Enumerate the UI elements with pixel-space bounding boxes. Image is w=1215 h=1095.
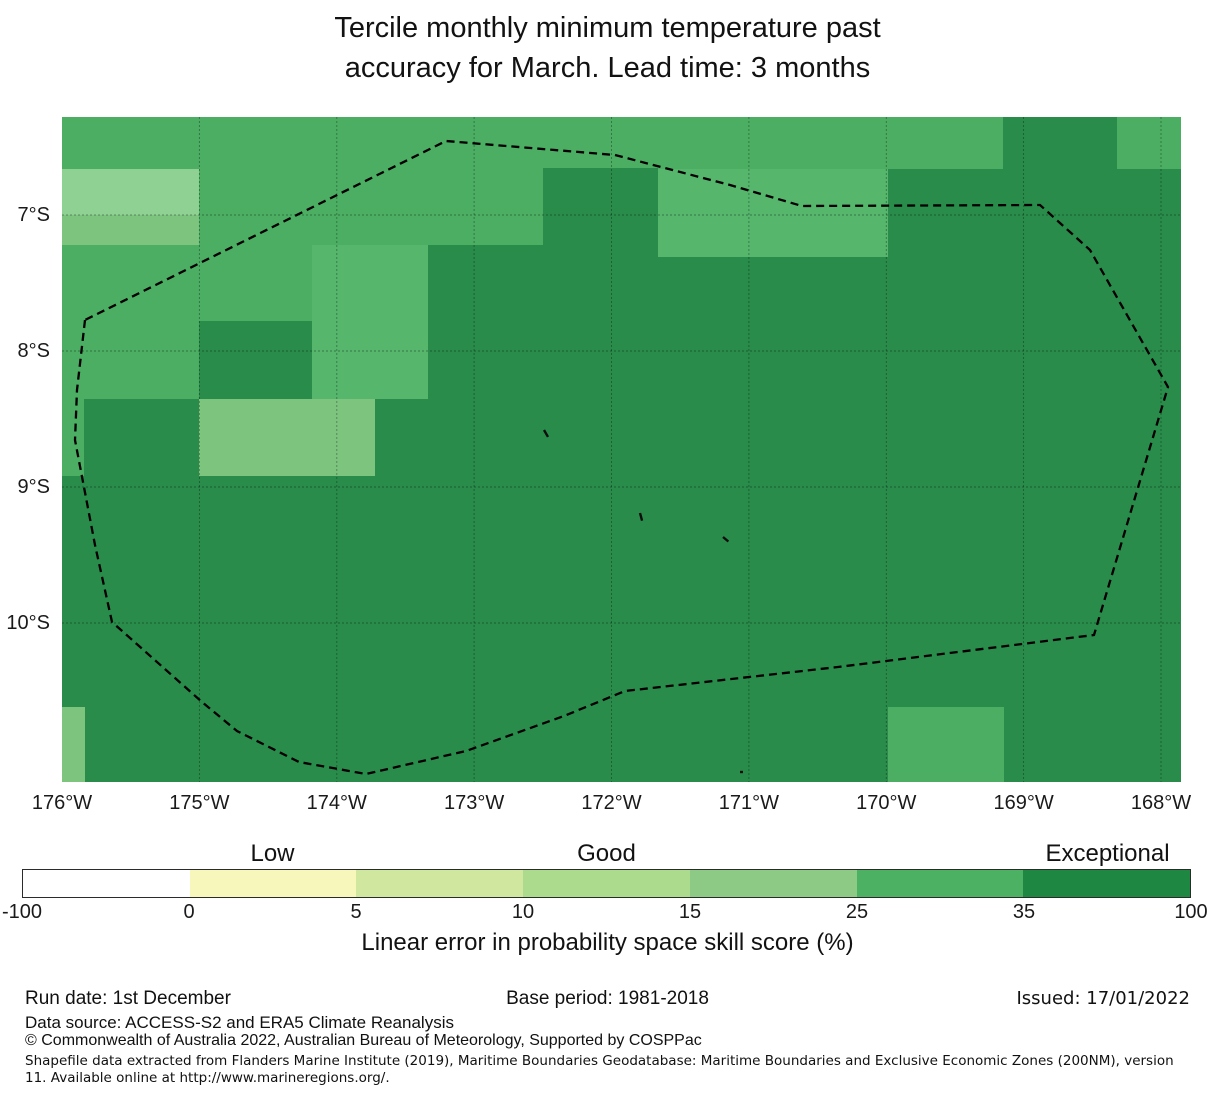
chart-title-line2: accuracy for March. Lead time: 3 months [344, 52, 871, 84]
map-plot-area [62, 117, 1181, 782]
x-tick-label: 174°W [306, 792, 367, 814]
colorbar-caption: Linear error in probability space skill … [361, 929, 854, 956]
y-tick-label: 7°S [17, 204, 50, 226]
map-cell [62, 215, 199, 245]
map-cell [199, 399, 375, 476]
colorbar-category-label: Low [250, 840, 295, 867]
x-tick-label: 173°W [443, 792, 505, 814]
x-tick-label: 171°W [718, 792, 780, 814]
eez-boundary-line [73, 139, 1170, 776]
base-period-text: Base period: 1981-2018 [506, 988, 709, 1009]
colorbar-segment [689, 870, 857, 897]
x-tick-label: 170°W [856, 792, 917, 814]
x-tick-label: 172°W [581, 792, 642, 814]
map-cell [1003, 117, 1117, 169]
map-cell [62, 117, 1181, 169]
map-cell [888, 707, 1004, 782]
map-cell [543, 168, 658, 247]
colorbar-segment [1023, 870, 1191, 897]
y-tick-label: 9°S [17, 476, 50, 498]
colorbar-category-label: Exceptional [1045, 840, 1170, 867]
map-cell [658, 169, 888, 257]
map-cell [62, 707, 85, 782]
colorbar-tick-label: 100 [1174, 901, 1208, 923]
issued-date-text: Issued: 17/01/2022 [1016, 988, 1190, 1009]
y-tick-label: 8°S [17, 340, 50, 362]
chart-title: Tercile monthly minimum temperature past… [0, 8, 1215, 88]
x-tick-label: 175°W [169, 792, 230, 814]
accuracy-heatmap [62, 117, 1181, 782]
colorbar-segment [356, 870, 524, 897]
run-date-text: Run date: 1st December [25, 988, 231, 1009]
x-tick-label: 176°W [31, 792, 93, 814]
colorbar-segment [23, 870, 190, 897]
colorbar-tick-label: 10 [511, 901, 535, 923]
y-tick-label: 10°S [6, 612, 50, 634]
map-cell [199, 321, 312, 399]
x-tick-label: 169°W [993, 792, 1054, 814]
colorbar-segment [523, 870, 690, 897]
island-mark [542, 429, 550, 438]
map-cell [199, 169, 543, 245]
map-cell [428, 245, 658, 399]
colorbar-tick-label: 35 [1012, 901, 1036, 923]
colorbar-tick-label: 0 [183, 901, 195, 923]
map-cell [62, 245, 312, 321]
map-cell [312, 245, 428, 399]
colorbar-tick-label: 25 [845, 901, 869, 923]
colorbar-segment [856, 870, 1024, 897]
colorbar-tick-label: 5 [350, 901, 362, 923]
colorbar-segment [189, 870, 357, 897]
copyright-text: © Commonwealth of Australia 2022, Austra… [25, 1032, 702, 1049]
chart-title-line1: Tercile monthly minimum temperature past [334, 12, 881, 44]
colorbar-category-label: Good [577, 840, 636, 867]
colorbar-tick-label: 15 [678, 901, 702, 923]
shapefile-attribution-text: Shapefile data extracted from Flanders M… [25, 1053, 1174, 1086]
map-cell [62, 169, 199, 215]
island-mark [722, 536, 730, 543]
island-mark [638, 512, 644, 522]
map-cell [62, 321, 199, 399]
colorbar-tick-label: -100 [1, 901, 43, 923]
data-source-text: Data source: ACCESS-S2 and ERA5 Climate … [25, 1013, 454, 1032]
x-tick-label: 168°W [1130, 792, 1192, 814]
colorbar [22, 869, 1191, 898]
